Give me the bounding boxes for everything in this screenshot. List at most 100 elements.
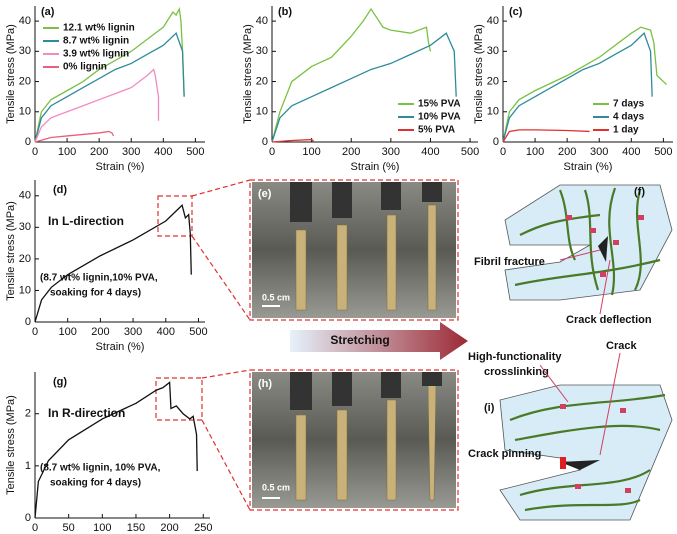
- y-tick-label: 40: [487, 15, 499, 27]
- photo-e: [252, 182, 456, 318]
- x-tick-label: 0: [32, 522, 38, 534]
- y-axis-label: Tensile stress (MPa): [242, 24, 254, 124]
- y-tick-label: 20: [19, 253, 31, 265]
- legend-label: 1 day: [613, 125, 639, 136]
- zoom-box: [157, 195, 193, 237]
- x-axis-label: Strain (%): [351, 161, 400, 173]
- panel-label: (c): [509, 6, 523, 18]
- annotation: Crack: [606, 340, 637, 352]
- x-tick-label: 300: [590, 146, 608, 158]
- x-tick-label: 50: [63, 522, 75, 534]
- series-line: [34, 32, 185, 143]
- y-axis-label: Tensile stress (MPa): [5, 24, 17, 124]
- legend-label: 7 days: [613, 99, 645, 110]
- series-line: [34, 381, 198, 519]
- zoom-line: [201, 369, 251, 379]
- x-tick-label: 500: [654, 146, 672, 158]
- y-tick-label: 1: [25, 460, 31, 472]
- y-tick-label: 0: [25, 512, 31, 524]
- legend-label: 8.7 wt% lignin: [63, 36, 129, 47]
- x-tick-label: 0: [500, 146, 506, 158]
- y-tick-label: 10: [487, 106, 499, 118]
- zoom-line: [201, 419, 251, 511]
- x-tick-label: 500: [186, 146, 204, 158]
- x-tick-label: 200: [558, 146, 576, 158]
- series-line: [502, 26, 668, 143]
- annotation: In L-direction: [48, 214, 124, 228]
- y-tick-label: 30: [256, 45, 268, 57]
- pointer: [599, 259, 611, 315]
- x-tick-label: 100: [93, 522, 111, 534]
- x-tick-label: 400: [157, 326, 175, 338]
- x-axis-label: Strain (%): [564, 161, 613, 173]
- legend-label: 15% PVA: [418, 99, 461, 110]
- series-line: [271, 32, 457, 143]
- panel-label: (f): [634, 186, 645, 198]
- annotation: Crack deflection: [566, 314, 652, 326]
- panel-label: (e): [258, 188, 272, 200]
- annotation: crosslinking: [484, 366, 549, 378]
- annotation: (8.7 wt% lignin, 10% PVA,: [40, 463, 161, 474]
- arrow-label: Stretching: [330, 333, 389, 347]
- annotation: (8.7 wt% lignin,10% PVA,: [40, 273, 158, 284]
- scale-bar-label: 0.5 cm: [262, 292, 290, 302]
- x-tick-label: 500: [189, 326, 207, 338]
- y-tick-label: 20: [487, 75, 499, 87]
- annotation: High-functionality: [468, 351, 562, 363]
- legend-label: 3.9 wt% lignin: [63, 49, 129, 60]
- x-tick-label: 200: [90, 146, 108, 158]
- y-tick-label: 0: [25, 136, 31, 148]
- panel-label: (b): [278, 6, 292, 18]
- series-line: [34, 68, 160, 143]
- x-tick-label: 0: [32, 146, 38, 158]
- y-tick-label: 20: [256, 75, 268, 87]
- zoom-box: [155, 377, 203, 421]
- x-tick-label: 300: [124, 326, 142, 338]
- x-tick-label: 0: [269, 146, 275, 158]
- x-tick-label: 500: [461, 146, 479, 158]
- series-line: [271, 138, 314, 143]
- y-tick-label: 10: [19, 284, 31, 296]
- y-tick-label: 30: [487, 45, 499, 57]
- panel-label: (i): [484, 402, 495, 414]
- x-tick-label: 150: [127, 522, 145, 534]
- x-tick-label: 200: [160, 522, 178, 534]
- x-axis-label: Strain (%): [96, 161, 145, 173]
- legend-label: 12.1 wt% lignin: [63, 23, 135, 34]
- series-line: [34, 204, 192, 323]
- y-tick-label: 10: [19, 106, 31, 118]
- series-line: [502, 129, 590, 143]
- photo-frame: [249, 369, 459, 511]
- y-tick-label: 10: [256, 106, 268, 118]
- x-tick-label: 100: [302, 146, 320, 158]
- panel-label: (a): [41, 6, 55, 18]
- y-tick-label: 0: [262, 136, 268, 148]
- panel-label: (g): [53, 376, 67, 388]
- diagram-f: [504, 184, 673, 301]
- y-tick-label: 0: [25, 316, 31, 328]
- x-tick-label: 250: [194, 522, 212, 534]
- series-line: [34, 130, 115, 143]
- x-tick-label: 100: [526, 146, 544, 158]
- x-tick-label: 100: [59, 326, 77, 338]
- y-tick-label: 40: [256, 15, 268, 27]
- x-axis-label: Strain (%): [96, 341, 145, 353]
- diagram-i: [499, 384, 673, 521]
- scale-bar-label: 0.5 cm: [262, 482, 290, 492]
- x-tick-label: 400: [154, 146, 172, 158]
- y-tick-label: 0: [493, 136, 499, 148]
- pointer: [559, 249, 601, 261]
- y-axis-label: Tensile stress (MPa): [473, 24, 485, 124]
- x-tick-label: 100: [58, 146, 76, 158]
- zoom-line: [191, 179, 251, 197]
- panel-label: (h): [258, 378, 272, 390]
- x-tick-label: 0: [32, 326, 38, 338]
- annotation: In R-direction: [48, 406, 125, 420]
- pointer: [539, 364, 569, 403]
- x-tick-label: 400: [421, 146, 439, 158]
- series-line: [502, 32, 653, 143]
- legend-label: 0% lignin: [63, 62, 107, 73]
- x-tick-label: 200: [342, 146, 360, 158]
- annotation: soaking for 4 days): [50, 478, 141, 489]
